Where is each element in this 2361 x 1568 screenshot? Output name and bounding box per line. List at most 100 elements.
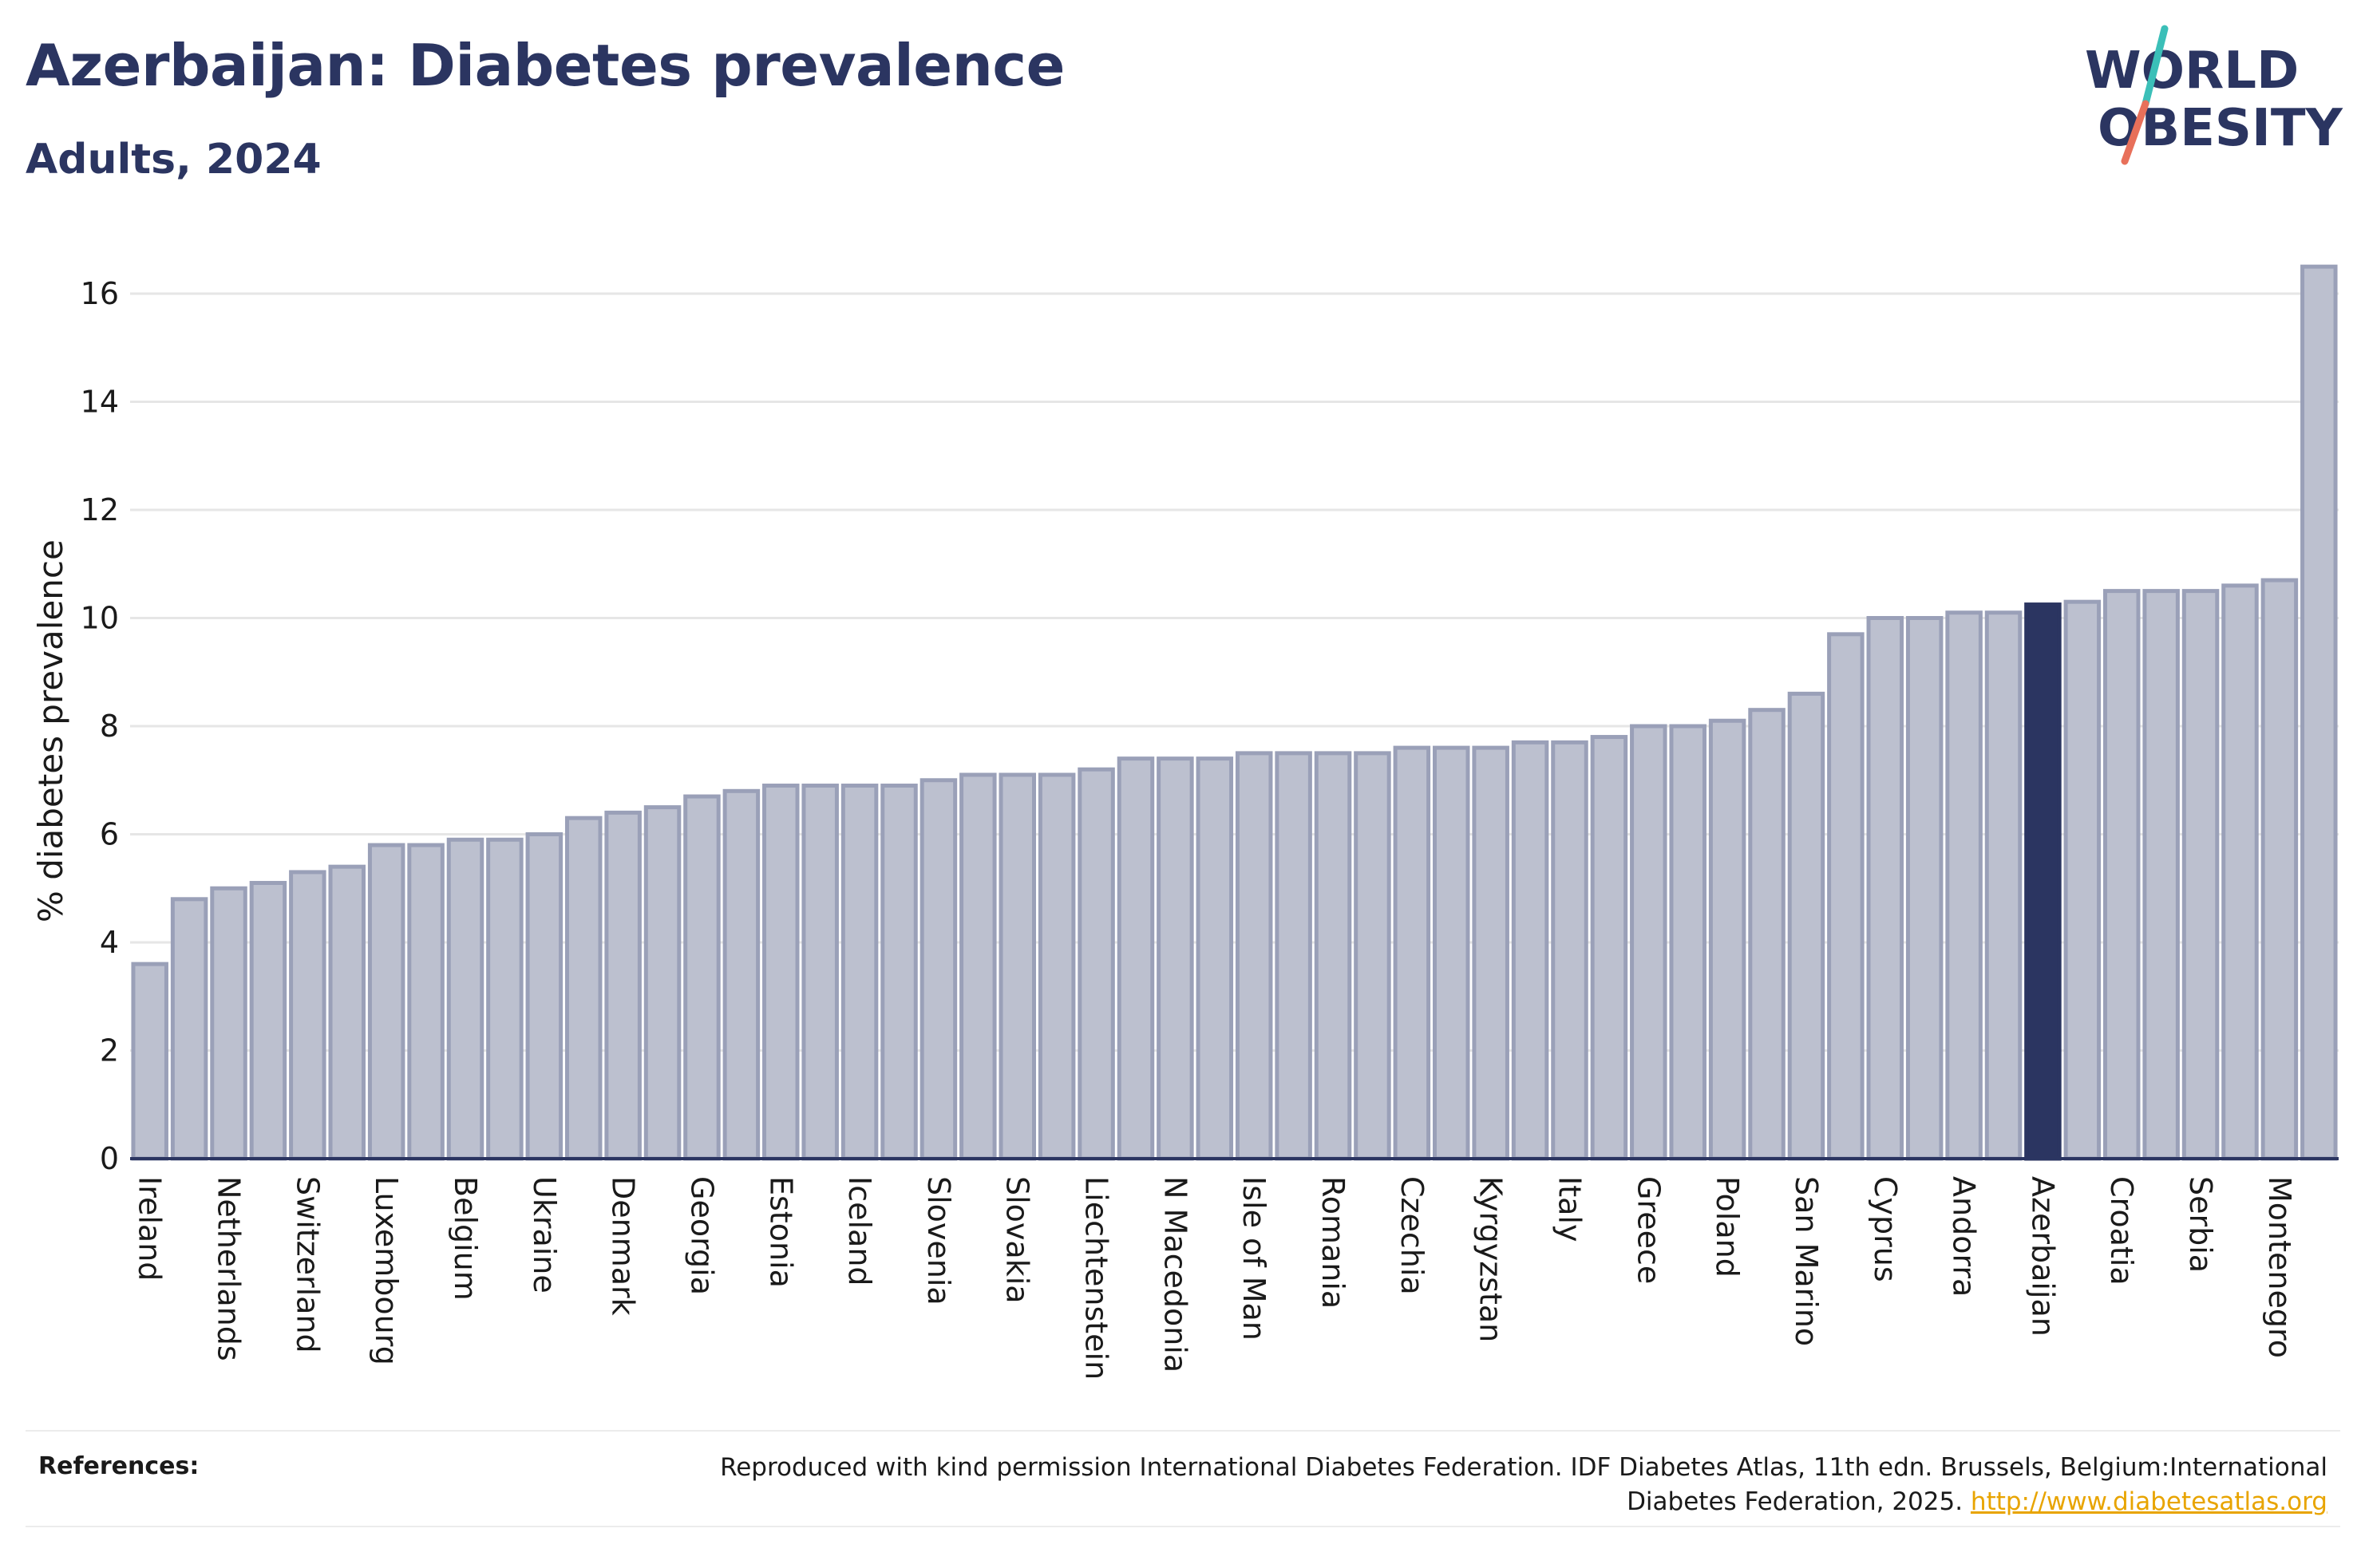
x-tick-label: Isle of Man [1236, 1176, 1271, 1341]
bar [407, 843, 445, 1161]
x-tick-label: Slovakia [1000, 1176, 1035, 1304]
bar [1827, 632, 1865, 1161]
x-tick-label: Andorra [1947, 1176, 1982, 1297]
bar [1433, 745, 1470, 1161]
references-label: References: [38, 1452, 200, 1480]
y-tick-label: 8 [100, 709, 119, 744]
bar [2181, 589, 2220, 1161]
bar-highlight [2024, 602, 2062, 1161]
bar [446, 837, 484, 1161]
bar [2221, 583, 2259, 1161]
bar [1590, 735, 1628, 1161]
bar [1669, 724, 1706, 1161]
bar [2300, 264, 2338, 1161]
x-tick-label: Denmark [606, 1176, 641, 1316]
bar [999, 772, 1036, 1161]
bar [1945, 610, 1983, 1161]
y-tick-label: 16 [81, 276, 119, 311]
bar [1196, 756, 1234, 1161]
bar-chart: 0 2 4 6 8 10 12 14 16 Ireland Netherlands Switzerl… [31, 264, 2339, 1380]
bar [919, 778, 958, 1161]
bar [1511, 740, 1549, 1161]
x-tick-label: Greece [1631, 1176, 1666, 1284]
x-tick-label: San Marino [1789, 1176, 1824, 1346]
y-tick-label: 12 [81, 492, 119, 527]
x-tick-label: Cyprus [1868, 1176, 1903, 1282]
bar [762, 784, 800, 1161]
logo-line-1: WORLD [2085, 41, 2299, 101]
x-tick-label: Netherlands [212, 1176, 247, 1361]
y-tick-label: 0 [100, 1141, 119, 1176]
bar [643, 805, 682, 1161]
bar [1235, 751, 1273, 1161]
y-tick-label: 14 [81, 385, 119, 420]
bar [683, 794, 721, 1161]
bar [604, 810, 642, 1161]
x-tick-label: Ireland [132, 1176, 168, 1281]
bar [2063, 599, 2102, 1161]
x-tick-label: Croatia [2104, 1176, 2139, 1286]
bar [2142, 589, 2180, 1161]
bars [131, 264, 2338, 1161]
bar [1787, 691, 1825, 1161]
bar [564, 816, 603, 1161]
bar [1117, 756, 1155, 1161]
bar [486, 837, 524, 1161]
x-tick-label: Slovenia [921, 1176, 956, 1305]
x-tick-label: Montenegro [2262, 1176, 2297, 1358]
y-tick-label: 6 [100, 817, 119, 852]
bar [1905, 616, 1944, 1161]
bar [1866, 616, 1904, 1161]
bar [1630, 724, 1667, 1161]
world-obesity-logo: WORLD OBESITY [2085, 25, 2343, 165]
references-link[interactable]: http://www.diabetesatlas.org [1970, 1487, 2327, 1516]
bar [1708, 718, 1746, 1161]
references-text: Reproduced with kind permission Internat… [651, 1451, 2327, 1519]
bar [210, 886, 247, 1161]
x-tick-label: Switzerland [290, 1176, 325, 1353]
x-tick-label: Georgia [684, 1176, 719, 1295]
x-tick-label: Poland [1710, 1176, 1745, 1278]
y-tick-label: 10 [81, 601, 119, 636]
x-tick-label: Belgium [448, 1176, 483, 1301]
x-tick-label: Czechia [1394, 1176, 1430, 1295]
x-axis-ticks: Ireland Netherlands Switzerland Luxembourg B… [132, 1176, 2297, 1380]
bar [1984, 610, 2023, 1161]
chart-title: Azerbaijan: Diabetes prevalence [26, 32, 1065, 99]
bar [2102, 589, 2141, 1161]
x-tick-label: N Macedonia [1157, 1176, 1192, 1372]
x-tick-label: Serbia [2183, 1176, 2218, 1273]
x-tick-label: Azerbaijan [2025, 1176, 2060, 1337]
bar [170, 897, 208, 1161]
bar [249, 880, 287, 1161]
y-axis-ticks: 0 2 4 6 8 10 12 14 16 [81, 276, 119, 1176]
bar [1038, 772, 1076, 1161]
y-tick-label: 4 [100, 925, 119, 960]
x-tick-label: Romania [1315, 1176, 1351, 1309]
bar [1393, 745, 1431, 1161]
bar [722, 788, 761, 1161]
x-tick-label: Ukraine [527, 1176, 562, 1294]
bar [1275, 751, 1312, 1161]
bar [131, 962, 168, 1161]
logo-slash-teal [2142, 25, 2169, 108]
y-tick-label: 2 [100, 1033, 119, 1068]
bar [2260, 578, 2299, 1161]
bar [328, 864, 366, 1161]
x-tick-label: Italy [1552, 1176, 1587, 1242]
references-divider-bottom [26, 1526, 2340, 1527]
bar [1551, 740, 1588, 1161]
bar [959, 772, 997, 1161]
references-body: Reproduced with kind permission Internat… [720, 1453, 2327, 1516]
bar [1314, 751, 1352, 1161]
y-axis-label: % diabetes prevalence [31, 539, 70, 922]
bar [1354, 751, 1391, 1161]
x-tick-label: Liechtenstein [1079, 1176, 1114, 1380]
bar [289, 870, 326, 1161]
bar [1157, 756, 1194, 1161]
bar [840, 784, 879, 1161]
bar [1748, 708, 1786, 1161]
bar [880, 784, 918, 1161]
bar [525, 832, 564, 1161]
bar [801, 784, 839, 1161]
